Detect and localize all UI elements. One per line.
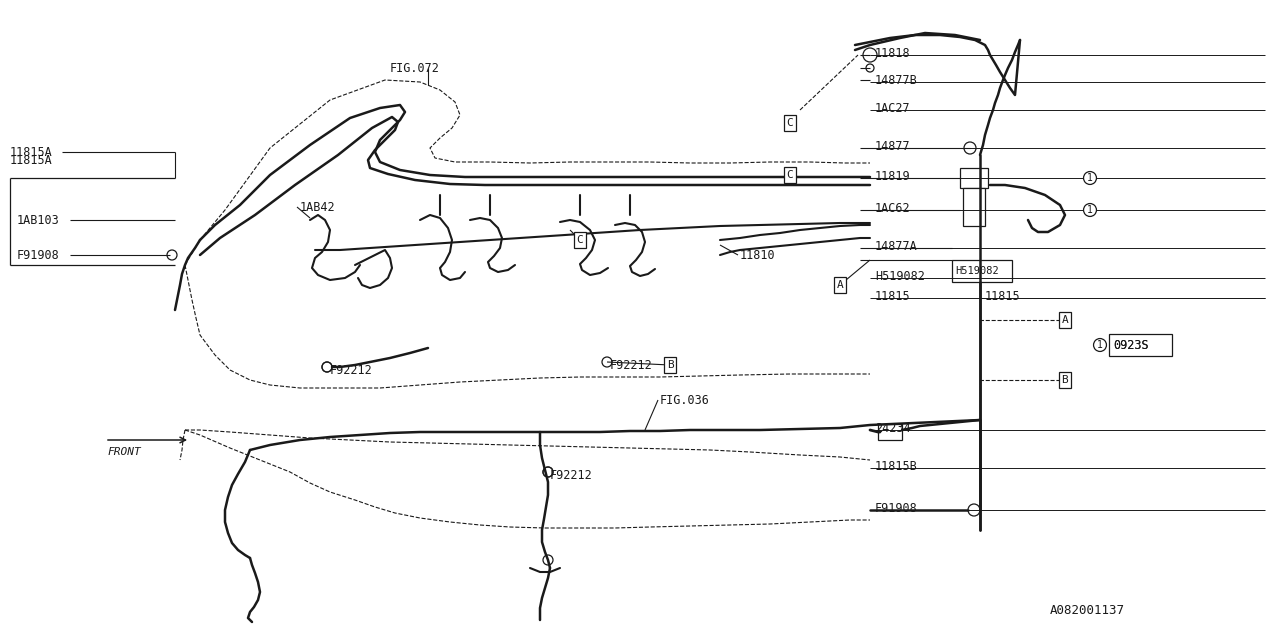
Bar xyxy=(960,168,988,188)
Text: C: C xyxy=(576,235,584,245)
Text: 14877A: 14877A xyxy=(876,239,918,253)
Text: 11818: 11818 xyxy=(876,47,910,60)
Text: FIG.072: FIG.072 xyxy=(390,61,440,74)
Text: 1: 1 xyxy=(1087,205,1093,215)
Text: F91908: F91908 xyxy=(876,502,918,515)
Bar xyxy=(963,188,986,226)
Text: 24234: 24234 xyxy=(876,422,910,435)
Text: F92212: F92212 xyxy=(550,468,593,481)
Text: F91908: F91908 xyxy=(17,248,60,262)
Bar xyxy=(952,260,1012,282)
Text: A: A xyxy=(1061,315,1069,325)
Text: 1: 1 xyxy=(1097,340,1103,350)
Text: 14877B: 14877B xyxy=(876,74,918,86)
Text: F92212: F92212 xyxy=(330,364,372,376)
Text: 11815A: 11815A xyxy=(10,154,52,166)
Text: FRONT: FRONT xyxy=(108,447,142,457)
Text: 11819: 11819 xyxy=(876,170,910,182)
Text: 11815: 11815 xyxy=(986,289,1020,303)
Text: 11815B: 11815B xyxy=(876,460,918,472)
Text: 11815: 11815 xyxy=(876,289,910,303)
Text: 1: 1 xyxy=(1087,173,1093,183)
Text: B: B xyxy=(667,360,673,370)
Text: 1AB42: 1AB42 xyxy=(300,200,335,214)
Text: A: A xyxy=(837,280,844,290)
Text: F92212: F92212 xyxy=(611,358,653,371)
Text: FIG.036: FIG.036 xyxy=(660,394,710,406)
Text: 1AC27: 1AC27 xyxy=(876,102,910,115)
Text: 1AB103: 1AB103 xyxy=(17,214,60,227)
Text: H519082: H519082 xyxy=(876,269,925,282)
Bar xyxy=(1108,334,1172,356)
Text: 0923S: 0923S xyxy=(1114,339,1148,351)
Text: 1AC62: 1AC62 xyxy=(876,202,910,214)
Text: C: C xyxy=(787,118,794,128)
Text: C: C xyxy=(787,170,794,180)
Text: A082001137: A082001137 xyxy=(1050,604,1125,616)
Text: B: B xyxy=(1061,375,1069,385)
Text: 11815A: 11815A xyxy=(10,145,52,159)
Bar xyxy=(878,424,902,440)
Text: 11810: 11810 xyxy=(740,248,776,262)
Text: 0923S: 0923S xyxy=(1114,339,1148,351)
Text: 14877: 14877 xyxy=(876,140,910,152)
Text: H519082: H519082 xyxy=(955,266,998,276)
